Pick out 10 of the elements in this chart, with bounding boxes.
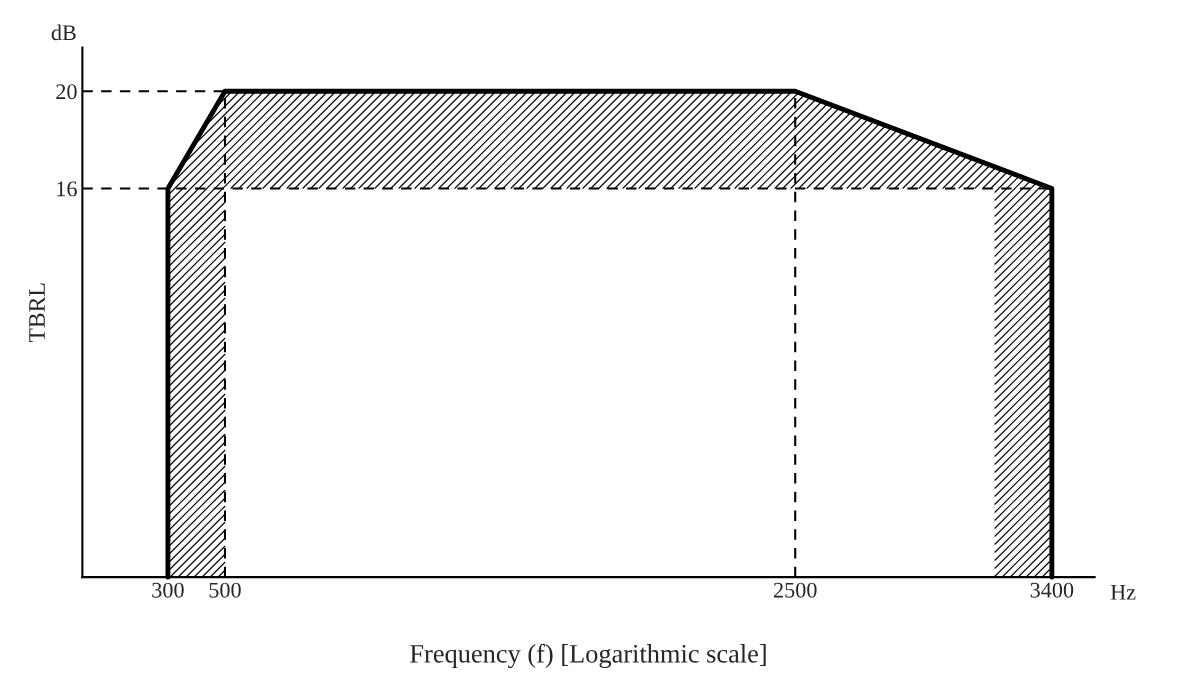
x-tick-label: 3400 (1030, 582, 1074, 598)
y-tick-label: 20 (56, 84, 77, 100)
text: dB (51, 24, 76, 41)
y-axis-title: TBRL (29, 283, 45, 343)
x-axis-title: Frequency (f) [Logarithmic scale] (410, 643, 766, 669)
x-tick-label: 500 (209, 582, 241, 598)
y-tick-label: 16 (57, 181, 77, 197)
x-tick-label: 300 (152, 582, 184, 598)
text: Hz (1110, 584, 1136, 600)
x-tick-label: 2500 (773, 582, 817, 598)
